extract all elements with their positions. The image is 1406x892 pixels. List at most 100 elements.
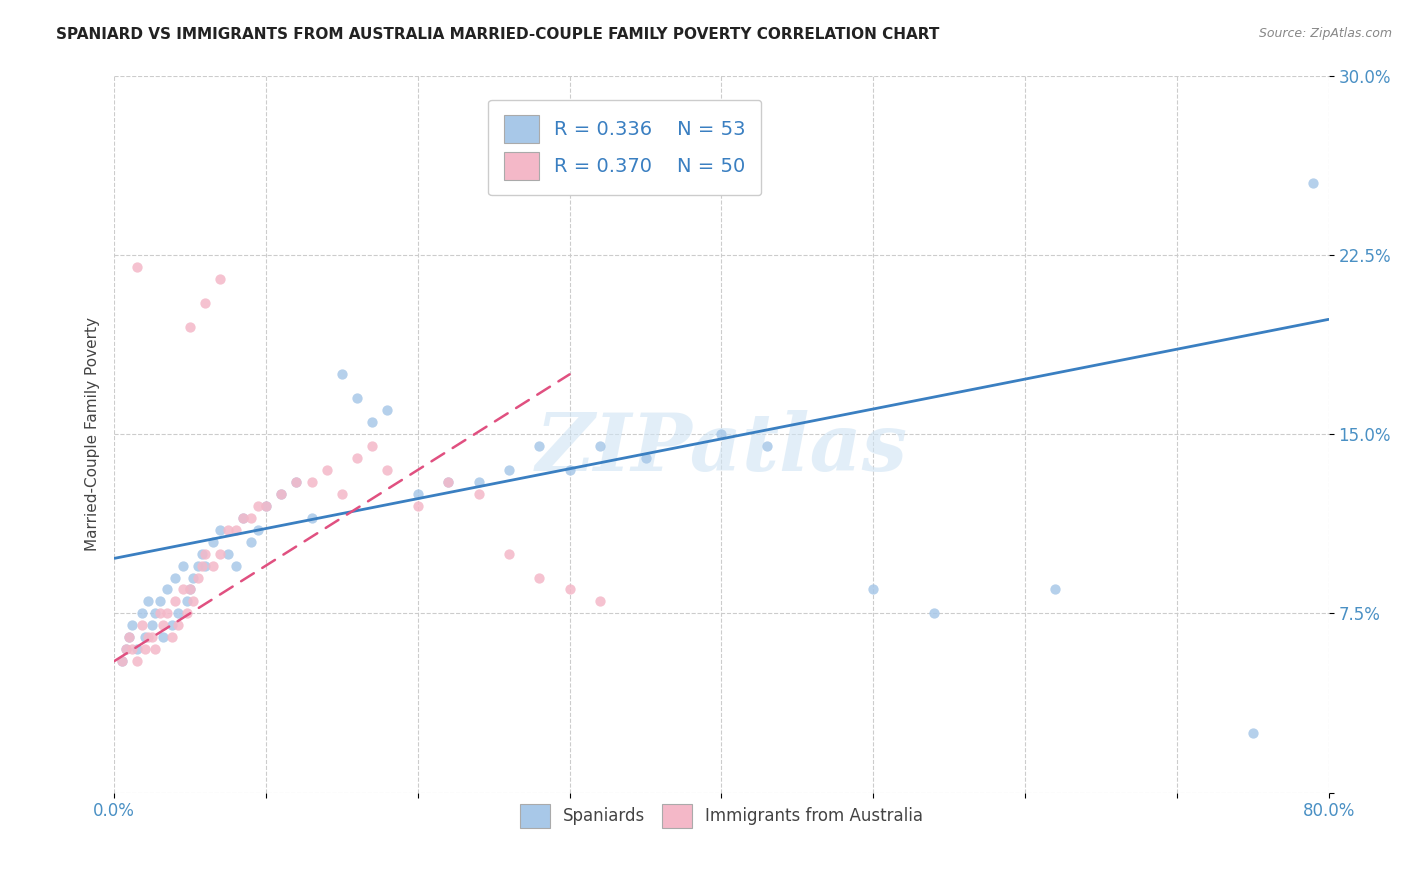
Point [529, 439, 551, 453]
Point [285, 475, 308, 489]
Point [922, 607, 945, 621]
Point [209, 271, 232, 285]
Point [634, 450, 657, 465]
Point [377, 463, 399, 477]
Point [194, 295, 217, 310]
Point [149, 607, 172, 621]
Point [1302, 176, 1324, 190]
Y-axis label: Married-Couple Family Poverty: Married-Couple Family Poverty [86, 317, 100, 551]
Point [254, 499, 277, 513]
Point [191, 547, 214, 561]
Point [558, 463, 581, 477]
Point [125, 260, 148, 274]
Point [315, 463, 337, 477]
Point [239, 534, 262, 549]
Point [529, 570, 551, 584]
Point [589, 439, 612, 453]
Point [163, 594, 186, 608]
Point [191, 558, 214, 573]
Point [172, 558, 194, 573]
Point [270, 487, 292, 501]
Point [149, 594, 172, 608]
Point [115, 642, 138, 657]
Point [118, 630, 141, 644]
Point [125, 654, 148, 668]
Point [141, 630, 163, 644]
Point [225, 523, 247, 537]
Text: SPANIARD VS IMMIGRANTS FROM AUSTRALIA MARRIED-COUPLE FAMILY POVERTY CORRELATION : SPANIARD VS IMMIGRANTS FROM AUSTRALIA MA… [56, 27, 939, 42]
Point [710, 427, 733, 442]
Point [163, 570, 186, 584]
Point [361, 439, 384, 453]
Point [143, 607, 166, 621]
Point [498, 463, 520, 477]
Point [201, 534, 224, 549]
Point [437, 475, 460, 489]
Point [209, 523, 232, 537]
Point [152, 630, 174, 644]
Point [187, 558, 209, 573]
Point [285, 475, 308, 489]
Point [301, 510, 323, 524]
Point [118, 630, 141, 644]
Point [167, 618, 190, 632]
Point [141, 618, 163, 632]
Point [194, 547, 217, 561]
Point [125, 642, 148, 657]
Point [247, 499, 270, 513]
Point [121, 618, 143, 632]
Point [239, 510, 262, 524]
Point [187, 570, 209, 584]
Point [862, 582, 884, 597]
Point [498, 547, 520, 561]
Point [176, 594, 198, 608]
Point [467, 487, 489, 501]
Point [131, 607, 153, 621]
Point [209, 547, 232, 561]
Point [1241, 726, 1264, 740]
Point [225, 558, 247, 573]
Point [361, 415, 384, 429]
Point [111, 654, 134, 668]
Point [377, 403, 399, 417]
Point [330, 487, 353, 501]
Point [437, 475, 460, 489]
Point [136, 594, 159, 608]
Point [346, 450, 368, 465]
Point [176, 607, 198, 621]
Point [467, 475, 489, 489]
Point [232, 510, 254, 524]
Point [589, 594, 612, 608]
Point [121, 642, 143, 657]
Point [181, 594, 204, 608]
Point [179, 582, 201, 597]
Point [152, 618, 174, 632]
Point [194, 558, 217, 573]
Point [254, 499, 277, 513]
Point [217, 523, 239, 537]
Text: ZIPatlas: ZIPatlas [536, 409, 907, 487]
Point [167, 607, 190, 621]
Point [330, 368, 353, 382]
Point [134, 642, 156, 657]
Point [179, 582, 201, 597]
Point [558, 582, 581, 597]
Text: Source: ZipAtlas.com: Source: ZipAtlas.com [1258, 27, 1392, 40]
Point [247, 523, 270, 537]
Point [156, 607, 179, 621]
Point [232, 510, 254, 524]
Point [181, 570, 204, 584]
Point [201, 558, 224, 573]
Point [270, 487, 292, 501]
Point [179, 319, 201, 334]
Point [111, 654, 134, 668]
Point [346, 391, 368, 405]
Point [172, 582, 194, 597]
Point [1045, 582, 1067, 597]
Point [160, 618, 183, 632]
Point [217, 547, 239, 561]
Point [406, 487, 429, 501]
Legend: Spaniards, Immigrants from Australia: Spaniards, Immigrants from Australia [513, 797, 929, 835]
Point [160, 630, 183, 644]
Point [143, 642, 166, 657]
